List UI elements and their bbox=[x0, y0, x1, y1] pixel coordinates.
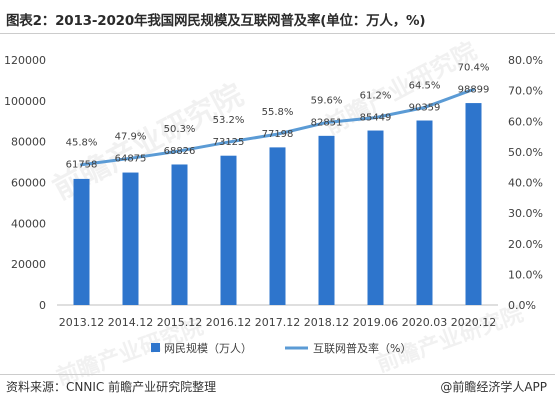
right-axis-tick-label: 0.0% bbox=[508, 299, 536, 312]
line-data-label: 50.3% bbox=[164, 124, 196, 135]
right-axis-tick-label: 30.0% bbox=[508, 207, 543, 220]
line-data-label: 47.9% bbox=[115, 131, 147, 142]
left-axis-tick-label: 0 bbox=[39, 299, 46, 312]
x-axis-tick-label: 2019.06 bbox=[353, 316, 399, 329]
x-axis-tick-label: 2014.12 bbox=[108, 316, 154, 329]
line-data-label: 59.6% bbox=[311, 95, 343, 106]
left-axis-tick-label: 100000 bbox=[4, 95, 46, 108]
line-data-label: 53.2% bbox=[213, 115, 245, 126]
right-axis-tick-label: 60.0% bbox=[508, 115, 543, 128]
watermark-text: 前瞻产业研究院 bbox=[373, 301, 527, 378]
bar-data-label: 82851 bbox=[311, 117, 343, 128]
top-divider bbox=[0, 33, 555, 34]
bar bbox=[220, 155, 237, 305]
left-axis-tick-label: 60000 bbox=[11, 177, 46, 190]
x-axis-tick-label: 2015.12 bbox=[157, 316, 203, 329]
chart-title: 图表2：2013-2020年我国网民规模及互联网普及率(单位：万人，%) bbox=[6, 13, 426, 29]
bar bbox=[416, 120, 433, 305]
line-data-label: 64.5% bbox=[409, 80, 441, 91]
x-axis-tick-label: 2018.12 bbox=[304, 316, 350, 329]
x-axis-tick-label: 2013.12 bbox=[59, 316, 105, 329]
bar-data-label: 90359 bbox=[409, 102, 441, 113]
legend-bar-label: 网民规模（万人） bbox=[164, 341, 252, 355]
left-axis-tick-label: 40000 bbox=[11, 217, 46, 230]
right-axis-tick-label: 80.0% bbox=[508, 54, 543, 67]
bar-data-label: 61758 bbox=[66, 160, 98, 171]
legend-line-label: 互联网普及率（%） bbox=[313, 341, 411, 355]
bar bbox=[171, 164, 188, 305]
bar-data-label: 85449 bbox=[360, 113, 392, 124]
bar bbox=[465, 103, 482, 305]
x-axis-tick-label: 2017.12 bbox=[255, 316, 301, 329]
line-data-label: 55.8% bbox=[262, 107, 294, 118]
line-data-label: 45.8% bbox=[66, 138, 98, 149]
bar bbox=[367, 130, 384, 305]
bar-data-label: 77198 bbox=[262, 129, 294, 140]
legend-bar-swatch bbox=[151, 343, 160, 352]
line-series-path bbox=[80, 87, 475, 167]
line-data-label: 70.4% bbox=[458, 62, 490, 73]
x-axis-tick-label: 2016.12 bbox=[206, 316, 252, 329]
left-axis-tick-label: 80000 bbox=[11, 136, 46, 149]
right-axis-tick-label: 10.0% bbox=[508, 268, 543, 281]
bar bbox=[269, 147, 286, 305]
x-axis-tick-label: 2020.03 bbox=[402, 316, 448, 329]
brand-credit: @前瞻经济学人APP bbox=[440, 380, 547, 394]
left-axis-tick-label: 120000 bbox=[4, 54, 46, 67]
bar bbox=[73, 178, 90, 305]
right-axis-tick-label: 20.0% bbox=[508, 238, 543, 251]
bar-data-label: 64875 bbox=[115, 153, 147, 164]
line-data-label: 61.2% bbox=[360, 91, 392, 102]
right-axis-tick-label: 40.0% bbox=[508, 177, 543, 190]
bar bbox=[122, 172, 139, 305]
right-axis-tick-label: 70.0% bbox=[508, 85, 543, 98]
source-note: 资料来源：CNNIC 前瞻产业研究院整理 bbox=[6, 380, 217, 394]
x-axis-tick-label: 2020.12 bbox=[451, 316, 497, 329]
right-axis-tick-label: 50.0% bbox=[508, 146, 543, 159]
bar-data-label: 68826 bbox=[164, 146, 196, 157]
bar-data-label: 98899 bbox=[458, 84, 490, 95]
bar-data-label: 73125 bbox=[213, 137, 245, 148]
bar bbox=[318, 135, 335, 305]
bottom-divider bbox=[0, 374, 555, 375]
left-axis-tick-label: 20000 bbox=[11, 258, 46, 271]
